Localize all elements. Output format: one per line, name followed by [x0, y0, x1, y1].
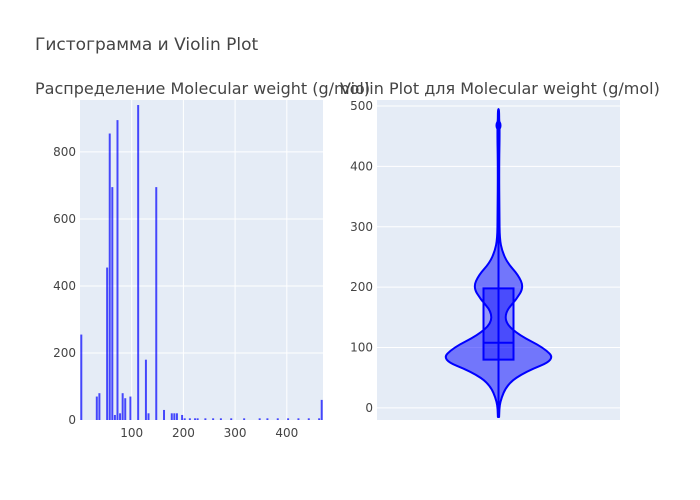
- violin-y-tick-label: 400: [350, 159, 373, 173]
- histogram-bar: [297, 418, 300, 420]
- violin-y-tick-label: 0: [365, 401, 373, 415]
- histogram-gridlines: [80, 100, 323, 420]
- histogram-bar: [137, 105, 140, 420]
- histogram-bars: [80, 105, 323, 421]
- histogram-bar: [95, 396, 98, 420]
- histogram-bar: [188, 418, 191, 420]
- histogram-bar: [106, 267, 109, 420]
- histogram-y-ticks: 0 200 400 600 800: [53, 145, 76, 427]
- histogram-bar: [173, 413, 176, 420]
- violin-y-tick-label: 200: [350, 280, 373, 294]
- histogram-bar: [196, 418, 199, 420]
- histogram-bar: [147, 413, 150, 420]
- histogram-bar: [204, 418, 207, 420]
- histogram-bar: [144, 359, 147, 420]
- histogram-bar: [276, 418, 279, 420]
- histogram-y-tick-label: 600: [53, 212, 76, 226]
- histogram-bar: [266, 418, 269, 420]
- histogram-plot-area: [80, 100, 323, 420]
- histogram-bar: [318, 418, 321, 420]
- histogram-bar: [170, 413, 173, 420]
- histogram-x-ticks: 100 200 300 400: [120, 426, 298, 440]
- violin-box: [482, 287, 515, 361]
- histogram-bar: [320, 399, 323, 420]
- histogram-bar: [243, 418, 246, 420]
- histogram-bar: [175, 413, 178, 420]
- histogram-x-tick-label: 100: [120, 426, 143, 440]
- violin-y-tick-label: 300: [350, 220, 373, 234]
- histogram-bar: [129, 396, 132, 420]
- histogram-bar: [230, 418, 233, 420]
- histogram-x-tick-label: 400: [275, 426, 298, 440]
- histogram-bar: [155, 187, 158, 420]
- histogram-y-tick-label: 400: [53, 279, 76, 293]
- figure-title: Гистограмма и Violin Plot: [35, 35, 259, 55]
- histogram-bar: [194, 418, 197, 420]
- violin-shape: [444, 108, 553, 418]
- histogram-x-tick-label: 200: [172, 426, 195, 440]
- violin-panel: 0 100 200 300 400 500 Violin Plot для Molecul…: [340, 79, 660, 420]
- histogram-bar: [212, 418, 215, 420]
- histogram-bar: [80, 334, 83, 420]
- histogram-bar: [116, 120, 119, 421]
- histogram-bar: [98, 393, 101, 420]
- histogram-bar: [307, 418, 310, 420]
- histogram-panel: 100 200 300 400 0 200 400 600 800 Распределение…: [35, 79, 370, 440]
- histogram-bar: [121, 393, 124, 420]
- histogram-bar: [258, 418, 261, 420]
- histogram-y-tick-label: 800: [53, 145, 76, 159]
- histogram-bar: [219, 418, 222, 420]
- violin-y-tick-label: 500: [350, 99, 373, 113]
- violin-outlier-marker: [495, 120, 502, 131]
- histogram-bar: [287, 418, 290, 420]
- histogram-bar: [124, 398, 127, 420]
- histogram-bar: [113, 414, 116, 420]
- violin-y-ticks: 0 100 200 300 400 500: [350, 99, 373, 415]
- histogram-bar: [163, 409, 166, 420]
- histogram-bar: [111, 187, 114, 420]
- histogram-bar: [119, 413, 122, 420]
- histogram-bar: [108, 133, 111, 420]
- violin-y-tick-label: 100: [350, 341, 373, 355]
- histogram-y-tick-label: 0: [68, 413, 76, 427]
- histogram-title: Распределение Molecular weight (g/mol): [35, 79, 370, 98]
- violin-title: Violin Plot для Molecular weight (g/mol): [340, 79, 660, 98]
- histogram-bar: [183, 418, 186, 420]
- histogram-bar: [181, 414, 184, 420]
- histogram-y-tick-label: 200: [53, 346, 76, 360]
- histogram-x-tick-label: 300: [224, 426, 247, 440]
